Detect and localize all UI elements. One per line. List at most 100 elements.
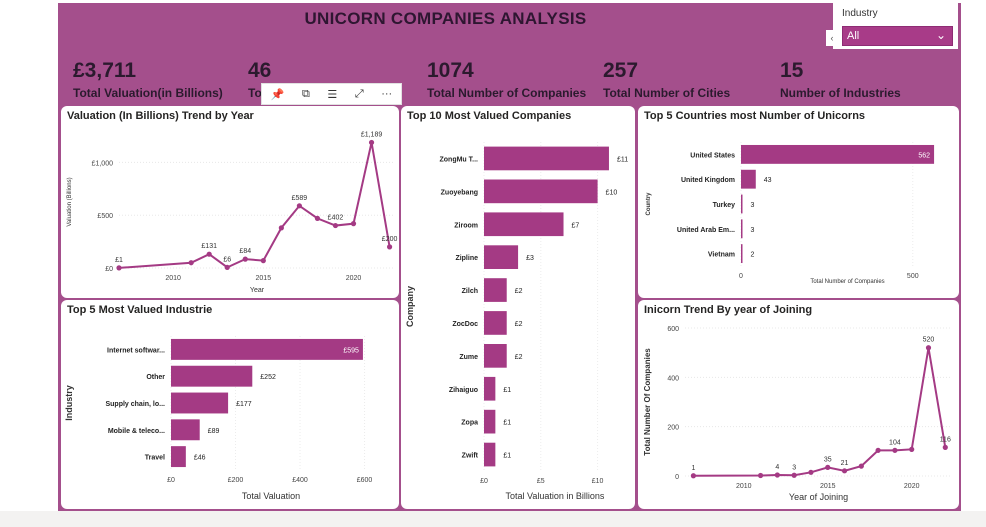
category-label: United Arab Em... — [677, 227, 735, 234]
data-label: 562 — [918, 152, 930, 159]
top10-companies-panel: Top 10 Most Valued Companies £0 £5 £10 Zong… — [401, 106, 635, 509]
kpi-cities-label: Total Number of Cities — [603, 86, 731, 100]
bar — [741, 194, 743, 214]
kpi-industries-value: 15 — [780, 59, 804, 82]
kpi-companies-value: 1074 — [427, 59, 474, 82]
x-axis-title: Total Valuation — [242, 491, 300, 501]
data-label: £595 — [343, 347, 359, 354]
data-label: £6 — [223, 256, 231, 263]
bar — [484, 409, 496, 434]
bar — [741, 219, 743, 239]
category-label: United States — [690, 152, 735, 159]
x-axis-title: Year — [250, 287, 265, 294]
valuation-trend-panel: Valuation (In Billions) Trend by Year £0… — [61, 106, 399, 298]
valuation-trend-chart: £0 £500 £1,000 2010 2015 2020 £1 £131 £6 £84 £589 £… — [67, 131, 397, 294]
bar — [741, 169, 756, 189]
x-tick-label: 2020 — [904, 483, 920, 490]
category-label: Other — [146, 374, 165, 381]
top5-countries-chart: 0 500 United States 562 United Kingdom 43 Turk… — [646, 142, 935, 285]
y-axis-title: Country — [646, 192, 652, 216]
focus-mode-icon[interactable]: ⤢ — [354, 87, 364, 100]
top5-industries-panel: Top 5 Most Valued Industrie £0 £200 £400 £6… — [61, 300, 399, 509]
data-label: 43 — [764, 177, 772, 184]
industry-dropdown[interactable]: All ⌄ — [842, 26, 953, 46]
bar — [741, 144, 935, 164]
data-label: 21 — [841, 460, 849, 467]
bar — [484, 245, 519, 269]
category-label: ZocDoc — [452, 321, 478, 328]
industry-slicer: Industry All ⌄ — [833, 3, 958, 49]
data-point — [690, 473, 696, 479]
data-point — [774, 472, 780, 478]
copy-icon[interactable]: ⧉ — [302, 87, 310, 100]
data-label: £589 — [292, 195, 308, 202]
top5-countries-panel: Top 5 Countries most Number of Unicorns … — [638, 106, 959, 298]
category-label: Internet softwar... — [107, 347, 165, 354]
kpi-second-value: 46 — [248, 59, 272, 82]
x-tick-label: £10 — [592, 478, 604, 485]
data-label: £2 — [515, 354, 523, 361]
x-tick-label: 2015 — [256, 275, 272, 282]
y-tick-label: 0 — [675, 474, 679, 481]
category-label: Zume — [459, 354, 478, 361]
category-label: Zilch — [462, 288, 478, 295]
data-label: £3 — [526, 255, 534, 262]
bar — [484, 442, 496, 467]
data-point — [825, 464, 831, 470]
data-point — [332, 222, 339, 229]
y-tick-label: £1,000 — [92, 160, 114, 167]
kpi-industries-label: Number of Industries — [780, 86, 901, 100]
data-label: 3 — [751, 227, 755, 234]
bar — [171, 446, 186, 468]
y-axis-title: Industry — [64, 385, 74, 421]
series-line — [118, 142, 391, 269]
page-tabs-strip — [0, 511, 986, 527]
category-label: Supply chain, lo... — [105, 401, 165, 408]
slicer-label: Industry — [842, 8, 878, 19]
bar — [484, 212, 564, 237]
data-label: £46 — [194, 455, 206, 462]
panel-title: Top 5 Most Valued Industrie — [67, 304, 213, 316]
y-axis-title: Company — [405, 286, 415, 327]
data-label: 35 — [824, 456, 832, 463]
chevron-down-icon: ⌄ — [935, 28, 946, 42]
data-label: 1 — [691, 465, 695, 472]
data-label: £1,189 — [361, 131, 383, 138]
x-tick-label: 0 — [739, 273, 743, 280]
bar — [484, 179, 598, 204]
filter-icon[interactable]: ☰ — [327, 88, 338, 101]
data-label: £7 — [572, 222, 580, 229]
series-line — [693, 347, 947, 477]
more-options-icon[interactable]: ··· — [381, 88, 393, 100]
category-label: Mobile & teleco... — [108, 428, 165, 435]
data-label: 4 — [775, 464, 779, 471]
data-point — [188, 260, 194, 266]
top10-companies-chart: £0 £5 £10 ZongMu T... £11 Zuoyebang £10 Ziroom £… — [405, 142, 628, 501]
data-point — [925, 345, 932, 351]
data-point — [808, 469, 814, 475]
category-label: ZongMu T... — [440, 156, 479, 163]
data-point — [296, 203, 302, 209]
category-label: Vietnam — [708, 252, 735, 259]
y-axis-title: Total Number Of Companies — [643, 348, 652, 456]
category-label: Zwift — [462, 453, 479, 460]
category-label: Travel — [145, 455, 165, 462]
kpi-companies-label: Total Number of Companies — [427, 86, 587, 100]
category-label: Turkey — [713, 202, 736, 209]
data-point — [116, 265, 122, 271]
category-label: Ziroom — [454, 222, 478, 229]
data-label: £84 — [239, 248, 251, 255]
x-tick-label: £400 — [292, 477, 308, 484]
joining-trend-panel: Inicorn Trend By year of Joining 0 200 400… — [638, 300, 959, 509]
data-point — [858, 463, 864, 469]
data-point — [909, 446, 915, 452]
pin-icon[interactable]: 📌 — [270, 88, 285, 101]
data-label: 520 — [923, 337, 935, 344]
data-point — [350, 221, 357, 227]
data-point — [892, 447, 898, 453]
category-label: Zipline — [455, 255, 478, 262]
x-tick-label: 500 — [907, 273, 919, 280]
x-tick-label: £0 — [480, 478, 488, 485]
report-title: UNICORN COMPANIES ANALYSIS — [304, 9, 587, 28]
data-point — [224, 264, 230, 270]
